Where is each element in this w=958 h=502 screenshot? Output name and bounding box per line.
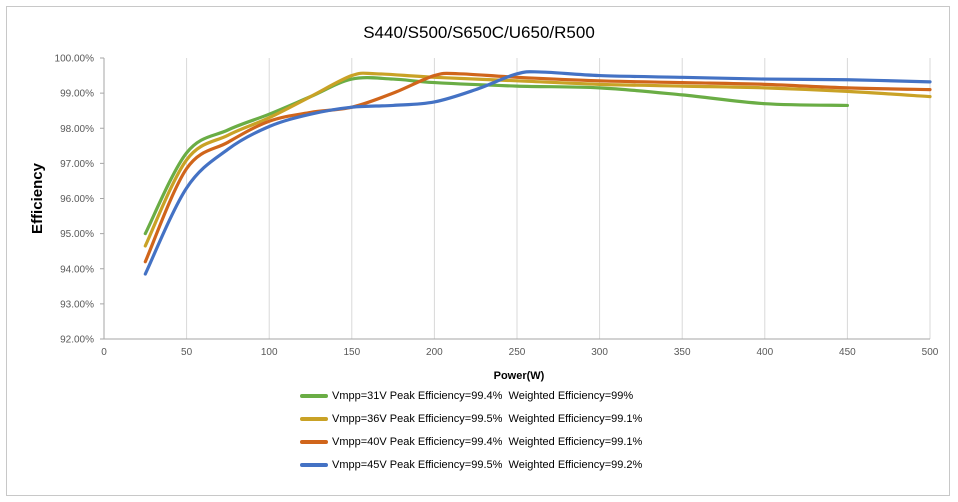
x-axis-title: Power(W) [494,370,545,382]
legend-item: Vmpp=45V Peak Efficiency=99.5% Weighted … [300,453,642,476]
axes: 0 50 100 150 200 250 300 350 400 450 500 92.00% 93.0… [55,54,939,359]
grid-lines [103,58,931,339]
x-tick-label: 50 [181,347,193,358]
x-tick-label: 200 [426,347,443,358]
x-tick-label: 100 [261,347,278,358]
legend-swatch [300,462,328,467]
series-line-4 [143,70,932,276]
x-tick-label: 450 [839,347,856,358]
x-tick-label: 0 [101,347,107,358]
legend-label: Vmpp=45V Peak Efficiency=99.5% Weighted … [332,458,643,471]
y-tick-label: 94.00% [60,264,94,275]
x-tick-label: 150 [343,347,360,358]
y-tick-label: 98.00% [60,124,94,135]
y-tick-label: 99.00% [60,89,94,100]
x-tick-label: 350 [674,347,691,358]
legend-label: Vmpp=31V Peak Efficiency=99.4% Weighted … [332,389,634,402]
y-tick-label: 100.00% [55,54,95,65]
y-axis-title: Efficiency [29,162,46,234]
y-tick-label: 93.00% [60,299,94,310]
series-line-3 [143,71,932,264]
legend: Vmpp=31V Peak Efficiency=99.4% Weighted … [300,384,642,476]
legend-item: Vmpp=40V Peak Efficiency=99.4% Weighted … [300,430,642,453]
y-tick-label: 95.00% [60,229,94,240]
series-line-2 [143,71,932,248]
y-tick-label: 97.00% [60,159,94,170]
legend-swatch [300,416,328,421]
x-tick-label: 250 [509,347,526,358]
legend-item: Vmpp=31V Peak Efficiency=99.4% Weighted … [300,384,642,407]
y-tick-label: 96.00% [60,194,94,205]
legend-label: Vmpp=36V Peak Efficiency=99.5% Weighted … [332,412,643,425]
legend-label: Vmpp=40V Peak Efficiency=99.4% Weighted … [332,435,643,448]
x-tick-label: 300 [591,347,608,358]
legend-swatch [300,439,328,444]
x-tick-label: 500 [922,347,939,358]
x-tick-label: 400 [756,347,773,358]
y-tick-label: 92.00% [60,335,94,346]
legend-item: Vmpp=36V Peak Efficiency=99.5% Weighted … [300,407,642,430]
legend-swatch [300,393,328,398]
series-lines [143,70,932,276]
series-line-1 [143,76,849,236]
chart-title: S440/S500/S650C/U650/R500 [363,23,595,42]
